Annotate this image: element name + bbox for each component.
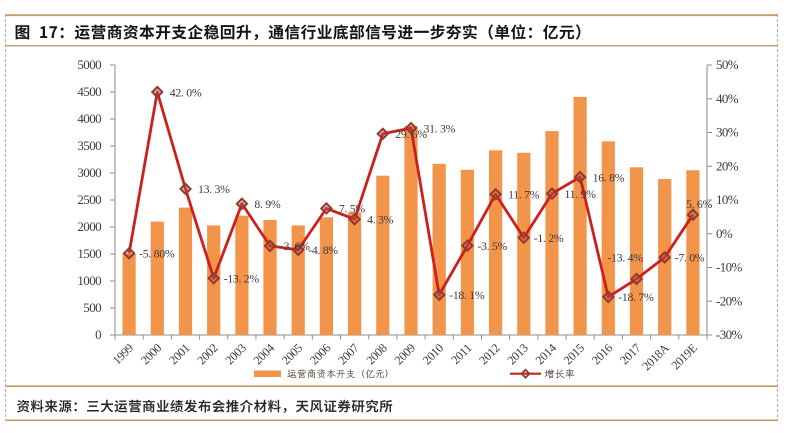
svg-text:-18. 1%: -18. 1% xyxy=(449,288,485,302)
svg-text:0: 0 xyxy=(95,327,101,342)
svg-text:8. 9%: 8. 9% xyxy=(254,197,280,211)
svg-text:-3. 6%: -3. 6% xyxy=(280,239,310,253)
svg-text:11. 9%: 11. 9% xyxy=(565,187,597,201)
svg-text:-10%: -10% xyxy=(716,260,743,275)
svg-text:2000: 2000 xyxy=(77,219,101,234)
svg-text:-18. 7%: -18. 7% xyxy=(618,290,654,304)
svg-text:31. 3%: 31. 3% xyxy=(424,121,456,135)
svg-text:20%: 20% xyxy=(716,158,739,173)
svg-text:-13. 4%: -13. 4% xyxy=(608,250,644,264)
svg-text:16. 8%: 16. 8% xyxy=(593,170,625,184)
svg-text:3500: 3500 xyxy=(77,138,101,153)
svg-text:7. 5%: 7. 5% xyxy=(339,202,365,216)
svg-text:-7. 0%: -7. 0% xyxy=(675,251,705,265)
svg-text:4000: 4000 xyxy=(77,111,101,126)
svg-text:3000: 3000 xyxy=(77,165,101,180)
svg-text:5000: 5000 xyxy=(77,57,101,72)
svg-text:-5. 80%: -5. 80% xyxy=(139,247,175,261)
svg-text:-4. 8%: -4. 8% xyxy=(308,243,338,257)
svg-text:-3. 5%: -3. 5% xyxy=(477,239,507,253)
svg-text:50%: 50% xyxy=(716,57,739,72)
svg-text:1000: 1000 xyxy=(77,273,101,288)
svg-text:0%: 0% xyxy=(716,226,733,241)
svg-text:-30%: -30% xyxy=(716,327,743,342)
svg-text:-1. 2%: -1. 2% xyxy=(534,231,564,245)
svg-text:13. 3%: 13. 3% xyxy=(198,182,230,196)
svg-text:2500: 2500 xyxy=(77,192,101,207)
svg-text:30%: 30% xyxy=(716,125,739,140)
svg-text:11. 7%: 11. 7% xyxy=(508,188,540,202)
svg-text:-13. 2%: -13. 2% xyxy=(224,272,260,286)
svg-text:5. 6%: 5. 6% xyxy=(686,197,712,211)
svg-text:10%: 10% xyxy=(716,192,739,207)
svg-text:42. 0%: 42. 0% xyxy=(170,85,202,99)
svg-text:500: 500 xyxy=(83,300,101,315)
svg-text:4. 3%: 4. 3% xyxy=(367,213,393,227)
svg-text:4500: 4500 xyxy=(77,84,101,99)
svg-text:-20%: -20% xyxy=(716,293,743,308)
svg-text:40%: 40% xyxy=(716,91,739,106)
svg-text:29. 6%: 29. 6% xyxy=(395,127,427,141)
svg-text:1500: 1500 xyxy=(77,246,101,261)
